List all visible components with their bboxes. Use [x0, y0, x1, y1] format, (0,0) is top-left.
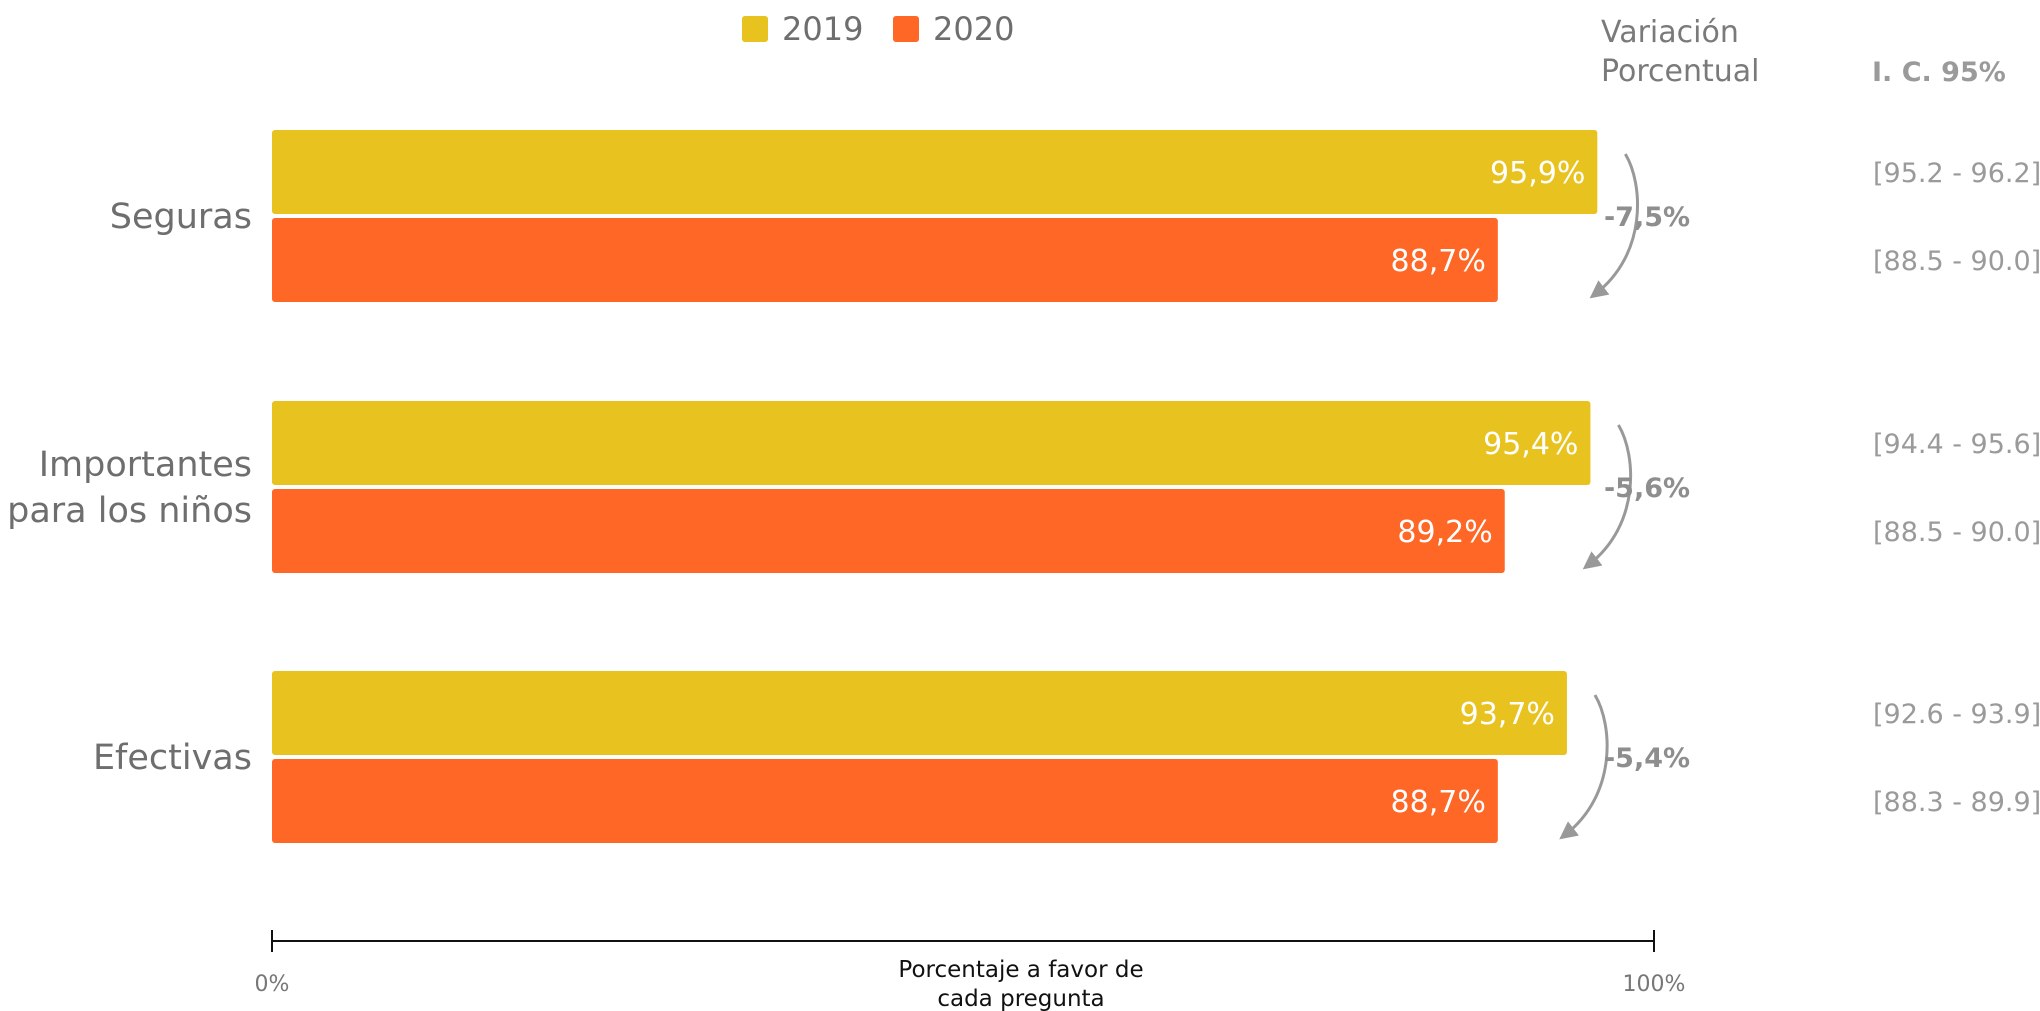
ci-value: [94.4 - 95.6] — [1873, 429, 2040, 460]
bar-value-label: 89,2% — [1397, 515, 1492, 550]
bar-2020 — [272, 218, 1498, 302]
bar-2019 — [272, 401, 1591, 485]
legend-label: 2019 — [782, 10, 863, 48]
ci-value: [88.5 - 90.0] — [1873, 517, 2040, 548]
x-axis-title: Porcentaje a favor de — [898, 957, 1143, 983]
percent-change: -7,5% — [1604, 202, 1690, 233]
category-label: Efectivas — [93, 738, 252, 778]
percent-change: -5,6% — [1604, 473, 1690, 504]
category-label: para los niños — [7, 491, 252, 531]
category-label: Importantes — [39, 445, 252, 485]
legend-swatch — [742, 16, 768, 42]
bar-value-label: 95,4% — [1483, 427, 1578, 462]
legend-item-2020: 2020 — [893, 10, 1014, 48]
percent-change: -5,4% — [1604, 743, 1690, 774]
legend-item-2019: 2019 — [742, 10, 863, 48]
ci-value: [95.2 - 96.2] — [1873, 158, 2040, 189]
legend: 2019 2020 — [742, 10, 1014, 48]
category-group: Importantes para los niños 95,4% 89,2% — [7, 401, 1591, 573]
ci-value: [88.3 - 89.9] — [1873, 787, 2040, 818]
x-tick-label: 100% — [1623, 972, 1686, 997]
annotations-layer: [95.2 - 96.2] [88.5 - 90.0] -7,5% [94.4 - 9… — [1559, 153, 2040, 840]
category-group: Efectivas 93,7% 88,7% — [93, 671, 1567, 843]
bar-2020 — [272, 759, 1498, 843]
change-header-line: Variación — [1601, 15, 1739, 50]
bar-value-label: 88,7% — [1391, 785, 1486, 820]
change-arrow — [1582, 424, 1633, 570]
bars-layer: Seguras 95,9% 88,7% Importantes para los niñ… — [7, 130, 1598, 843]
bar-value-label: 88,7% — [1391, 244, 1486, 279]
x-axis-title: cada pregunta — [937, 986, 1104, 1011]
ci-header: I. C. 95% — [1872, 57, 2006, 88]
bar-2019 — [272, 130, 1598, 214]
ci-value: [88.5 - 90.0] — [1873, 246, 2040, 277]
legend-swatch — [893, 16, 919, 42]
bar-value-label: 93,7% — [1460, 697, 1555, 732]
ci-value: [92.6 - 93.9] — [1873, 699, 2040, 730]
column-headers: Variación Porcentual I. C. 95% — [1601, 15, 2006, 89]
bar-2019 — [272, 671, 1567, 755]
category-group: Seguras 95,9% 88,7% — [110, 130, 1598, 302]
x-axis: 0% 100% Porcentaje a favor de cada pregunta — [255, 930, 1686, 1011]
bar-2020 — [272, 489, 1505, 573]
change-header-line: Porcentual — [1601, 54, 1760, 89]
x-tick-label: 0% — [255, 972, 290, 997]
legend-label: 2020 — [933, 10, 1014, 48]
change-arrow — [1589, 153, 1639, 299]
change-arrow — [1559, 694, 1609, 840]
bar-value-label: 95,9% — [1490, 156, 1585, 191]
category-label: Seguras — [110, 197, 252, 237]
